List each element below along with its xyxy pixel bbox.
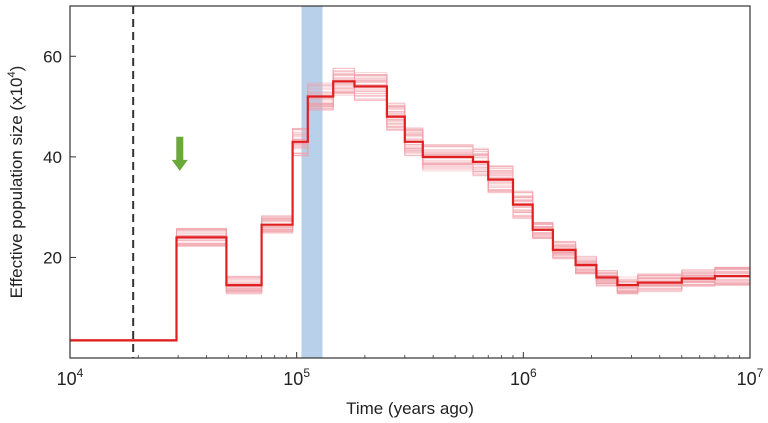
y-axis-label: Effective population size (x104) — [6, 66, 26, 299]
bootstrap-line — [70, 71, 750, 342]
bootstrap-line — [70, 75, 750, 341]
bootstrap-line — [70, 75, 750, 341]
bootstrap-line — [70, 74, 750, 341]
plot-frame — [69, 5, 751, 359]
bootstrap-line — [70, 76, 750, 342]
bootstrap-line — [70, 83, 750, 341]
bootstrap-line — [70, 78, 750, 341]
y-axis-label-main: Effective population size (x10 — [7, 77, 26, 298]
arrow-shaft — [176, 136, 184, 161]
y-tick-label: 40 — [43, 148, 62, 167]
bootstrap-line — [70, 78, 750, 341]
bootstrap-line — [70, 74, 750, 341]
bootstrap-line — [70, 72, 750, 342]
bootstrap-line — [70, 84, 750, 342]
bootstrap-line — [70, 80, 750, 342]
y-tick-label: 20 — [43, 248, 62, 267]
bootstrap-line — [70, 85, 750, 342]
main-series — [70, 80, 750, 342]
bootstrap-line — [70, 74, 750, 341]
bootstrap-line — [70, 72, 750, 342]
bootstrap-line — [70, 88, 750, 341]
x-axis-ticks: 104 105 106 107 — [57, 352, 764, 389]
bootstrap-line — [70, 80, 750, 342]
bootstrap-line — [70, 75, 750, 341]
bootstrap-line — [70, 85, 750, 342]
x-tick-label: 105 — [283, 366, 310, 389]
green-arrow-marker — [171, 136, 188, 171]
x-tick-label: 107 — [737, 366, 764, 389]
bootstrap-line — [70, 73, 750, 342]
y-axis-ticks: 20 40 60 — [43, 47, 76, 267]
arrow-head — [171, 159, 188, 171]
bootstrap-line — [70, 81, 750, 341]
x-tick-label: 104 — [57, 366, 84, 389]
bootstrap-line — [70, 69, 750, 342]
bootstrap-line — [70, 78, 750, 341]
bootstrap-line — [70, 78, 750, 341]
x-tick-label: 106 — [510, 366, 537, 389]
y-tick-label: 60 — [43, 47, 62, 66]
y-axis-label-close: ) — [7, 66, 26, 72]
bootstrap-lines — [70, 67, 750, 342]
x-axis-label: Time (years ago) — [346, 399, 474, 418]
bootstrap-line — [70, 81, 750, 341]
bootstrap-line — [70, 74, 750, 341]
bootstrap-line — [70, 77, 750, 342]
bootstrap-line — [70, 68, 750, 341]
bootstrap-line — [70, 67, 750, 341]
bootstrap-line — [70, 83, 750, 341]
bootstrap-line — [70, 88, 750, 341]
bootstrap-line — [70, 77, 750, 342]
bootstrap-line — [70, 74, 750, 341]
bootstrap-line — [70, 86, 750, 341]
shaded-band — [301, 6, 323, 358]
y-axis-label-sup: 4 — [6, 71, 18, 77]
bootstrap-line — [70, 71, 750, 342]
bootstrap-line — [70, 81, 750, 341]
bootstrap-line — [70, 73, 750, 341]
main-series-line — [70, 80, 750, 342]
